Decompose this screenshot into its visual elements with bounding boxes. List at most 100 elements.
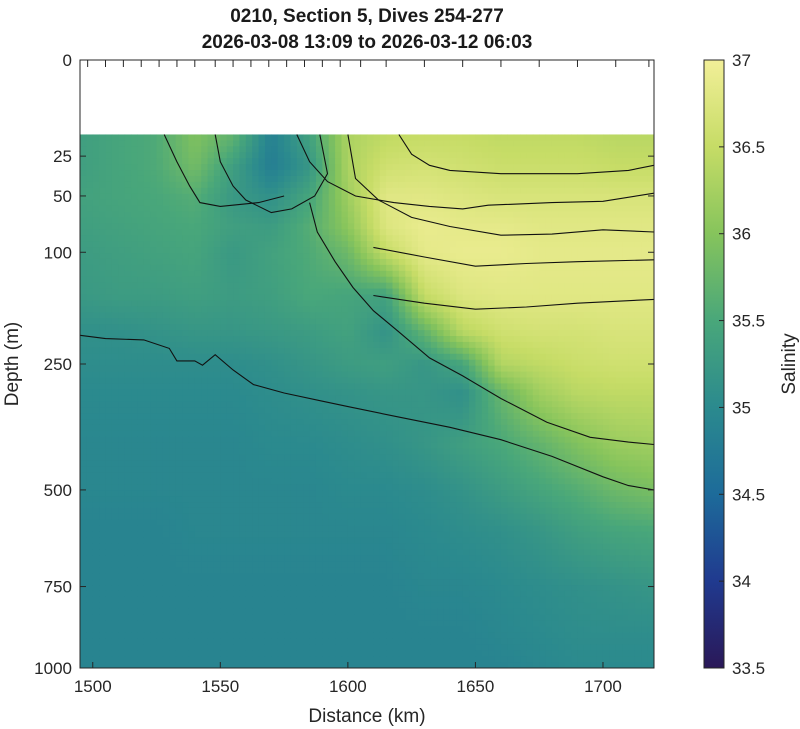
salinity-cell: [80, 330, 87, 337]
salinity-cell: [411, 419, 419, 426]
salinity-cell: [615, 419, 623, 426]
salinity-cell: [341, 253, 349, 260]
salinity-cell: [545, 264, 553, 272]
salinity-cell: [360, 175, 368, 183]
salinity-cell: [111, 134, 119, 141]
salinity-cell: [622, 413, 630, 420]
salinity-cell: [577, 258, 585, 266]
salinity-cell: [124, 288, 132, 296]
salinity-cell: [500, 395, 508, 402]
salinity-cell: [207, 223, 215, 230]
salinity-cell: [571, 264, 579, 272]
salinity-cell: [131, 371, 138, 379]
salinity-cell: [545, 146, 553, 153]
salinity-cell: [328, 223, 336, 230]
salinity-cell: [481, 436, 489, 444]
salinity-cell: [315, 164, 323, 171]
salinity-cell: [118, 330, 126, 337]
salinity-cell: [430, 448, 438, 456]
salinity-cell: [577, 312, 585, 319]
salinity-cell: [590, 442, 598, 450]
salinity-cell: [322, 306, 330, 313]
salinity-cell: [258, 140, 266, 147]
salinity-cell: [545, 442, 553, 450]
salinity-cell: [386, 454, 394, 462]
salinity-cell: [296, 140, 304, 147]
salinity-cell: [347, 312, 355, 319]
salinity-cell: [622, 288, 630, 296]
salinity-cell: [131, 460, 138, 468]
salinity-cell: [156, 288, 164, 296]
salinity-cell: [475, 193, 483, 201]
salinity-cell: [226, 282, 234, 290]
salinity-cell: [481, 241, 489, 248]
salinity-cell: [392, 270, 400, 278]
salinity-cell: [386, 241, 394, 248]
salinity-cell: [92, 211, 100, 219]
salinity-cell: [609, 419, 617, 426]
salinity-cell: [258, 158, 266, 165]
chart-title-line-1: 0210, Section 5, Dives 254-277: [230, 6, 504, 27]
salinity-cell: [513, 175, 521, 183]
salinity-cell: [424, 365, 432, 373]
salinity-cell: [545, 270, 553, 278]
salinity-cell: [437, 377, 445, 385]
salinity-cell: [220, 187, 228, 195]
salinity-cell: [277, 181, 285, 189]
salinity-cell: [347, 187, 355, 195]
salinity-cell: [226, 436, 234, 444]
salinity-cell: [411, 193, 419, 201]
salinity-cell: [111, 253, 119, 260]
salinity-cell: [143, 383, 151, 390]
salinity-cell: [373, 146, 381, 153]
salinity-cell: [500, 223, 508, 230]
salinity-cell: [169, 152, 177, 159]
salinity-cell: [315, 187, 323, 195]
salinity-cell: [220, 134, 228, 141]
salinity-cell: [373, 211, 381, 219]
salinity-cell: [175, 442, 183, 450]
salinity-cell: [303, 175, 311, 183]
salinity-cell: [500, 359, 508, 367]
salinity-cell: [418, 424, 425, 432]
salinity-cell: [207, 264, 215, 272]
salinity-cell: [264, 442, 272, 450]
salinity-cell: [143, 205, 151, 213]
salinity-cell: [564, 211, 572, 219]
salinity-cell: [379, 330, 387, 337]
salinity-cell: [80, 241, 87, 248]
salinity-cell: [239, 264, 247, 272]
salinity-cell: [641, 306, 649, 313]
salinity-cell: [252, 270, 260, 278]
salinity-cell: [590, 241, 598, 248]
salinity-cell: [634, 205, 642, 213]
salinity-cell: [456, 264, 464, 272]
salinity-cell: [437, 389, 445, 396]
salinity-cell: [360, 341, 368, 349]
salinity-cell: [252, 347, 260, 355]
salinity-cell: [513, 205, 521, 213]
salinity-cell: [354, 193, 362, 201]
salinity-cell: [615, 193, 623, 201]
salinity-cell: [367, 270, 374, 278]
salinity-cell: [290, 187, 298, 195]
salinity-cell: [213, 211, 221, 219]
salinity-cell: [596, 377, 604, 385]
salinity-cell: [328, 318, 336, 325]
salinity-cell: [284, 424, 292, 432]
salinity-cell: [558, 199, 566, 207]
salinity-cell: [258, 253, 266, 260]
salinity-cell: [239, 288, 247, 296]
salinity-cell: [641, 152, 649, 159]
salinity-cell: [213, 146, 221, 153]
salinity-cell: [577, 193, 585, 201]
salinity-cell: [188, 223, 196, 230]
salinity-cell: [386, 324, 394, 331]
salinity-cell: [239, 389, 247, 396]
salinity-cell: [596, 223, 604, 230]
salinity-cell: [86, 253, 94, 260]
salinity-cell: [245, 258, 253, 266]
salinity-cell: [507, 235, 515, 242]
salinity-cell: [233, 205, 241, 213]
salinity-cell: [437, 341, 445, 349]
